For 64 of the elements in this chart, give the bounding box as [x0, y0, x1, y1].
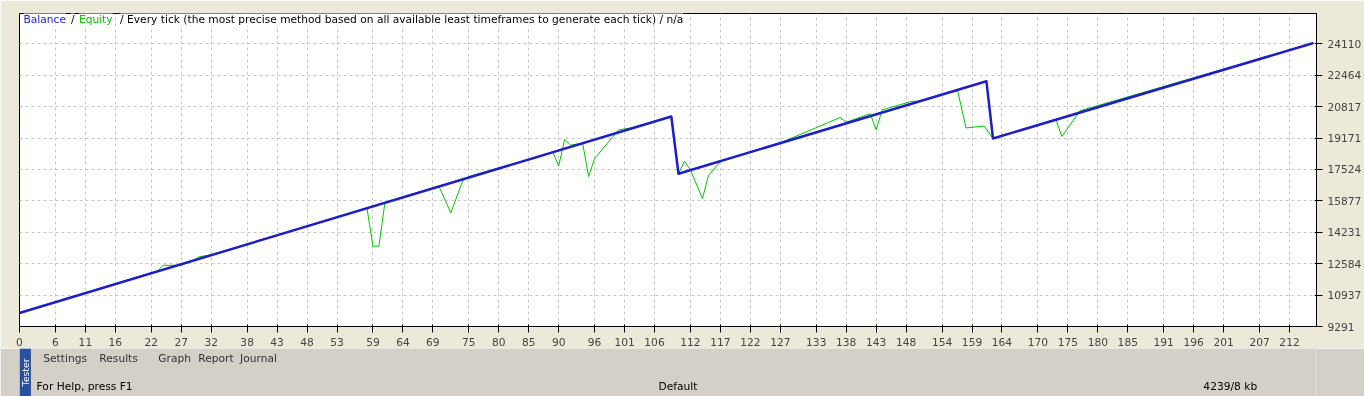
x-tick-label: 27	[174, 335, 189, 349]
text: Equity	[78, 12, 113, 26]
text: Balance	[23, 12, 67, 26]
x-tick-label: 148	[895, 335, 917, 349]
text: Default	[658, 380, 698, 393]
text: Report	[198, 352, 234, 365]
x-tick-label: 75	[462, 335, 476, 349]
y-tick-label: 15877	[1327, 194, 1362, 208]
y-tick-label: 24110	[1327, 37, 1362, 51]
x-tick-label: 38	[240, 335, 255, 349]
x-tick-label: 43	[270, 335, 284, 349]
x-tick-label: 112	[680, 335, 701, 349]
x-tick-label: 185	[1117, 335, 1138, 349]
x-tick-label: 201	[1213, 335, 1234, 349]
x-tick-label: 175	[1057, 335, 1079, 349]
y-tick-label: 22464	[1327, 69, 1362, 83]
x-tick-label: 0	[16, 335, 24, 349]
y-tick-label: 20817	[1327, 100, 1362, 114]
y-tick-label: 10937	[1327, 289, 1362, 303]
x-tick-label: 96	[587, 335, 602, 349]
text: Settings	[43, 352, 88, 365]
x-tick-label: 196	[1183, 335, 1205, 349]
x-tick-label: 159	[961, 335, 983, 349]
text: Results	[99, 352, 139, 365]
y-tick-label: 12584	[1327, 257, 1362, 271]
y-tick-label: 9291	[1327, 320, 1355, 334]
x-tick-label: 117	[710, 335, 731, 349]
x-tick-label: 106	[644, 335, 665, 349]
x-tick-label: 143	[866, 335, 887, 349]
text: For Help, press F1	[36, 380, 133, 393]
x-tick-label: 32	[204, 335, 218, 349]
text: Graph	[158, 352, 192, 365]
x-tick-label: 53	[330, 335, 344, 349]
x-tick-label: 138	[836, 335, 857, 349]
y-tick-label: 19171	[1327, 132, 1362, 146]
x-tick-label: 212	[1279, 335, 1300, 349]
chart-title: / Every tick (the most precise method based on all available least timeframes to generate each tick) / n/a	[120, 12, 684, 26]
x-tick-label: 170	[1027, 335, 1049, 349]
annotation: /	[70, 12, 75, 26]
x-tick-label: 180	[1087, 335, 1109, 349]
x-tick-label: 64	[396, 335, 410, 349]
text: Tester	[19, 358, 31, 388]
x-tick-label: 22	[144, 335, 159, 349]
x-tick-label: 164	[991, 335, 1013, 349]
text: 4239/8 kb	[1203, 380, 1258, 393]
y-tick-label: 14231	[1327, 226, 1362, 240]
x-tick-label: 101	[614, 335, 635, 349]
x-tick-label: 85	[521, 335, 536, 349]
x-tick-label: 6	[52, 335, 60, 349]
text: Journal	[239, 352, 277, 365]
x-tick-label: 11	[78, 335, 93, 349]
x-tick-label: 127	[770, 335, 791, 349]
x-tick-label: 59	[366, 335, 380, 349]
x-tick-label: 80	[491, 335, 506, 349]
x-tick-label: 122	[740, 335, 761, 349]
x-tick-label: 207	[1249, 335, 1270, 349]
x-tick-label: 90	[551, 335, 566, 349]
x-tick-label: 133	[806, 335, 827, 349]
x-tick-label: 154	[931, 335, 953, 349]
x-tick-label: 69	[426, 335, 440, 349]
x-tick-label: 16	[108, 335, 123, 349]
x-tick-label: 191	[1153, 335, 1174, 349]
y-tick-label: 17524	[1327, 163, 1362, 177]
x-tick-label: 48	[300, 335, 315, 349]
